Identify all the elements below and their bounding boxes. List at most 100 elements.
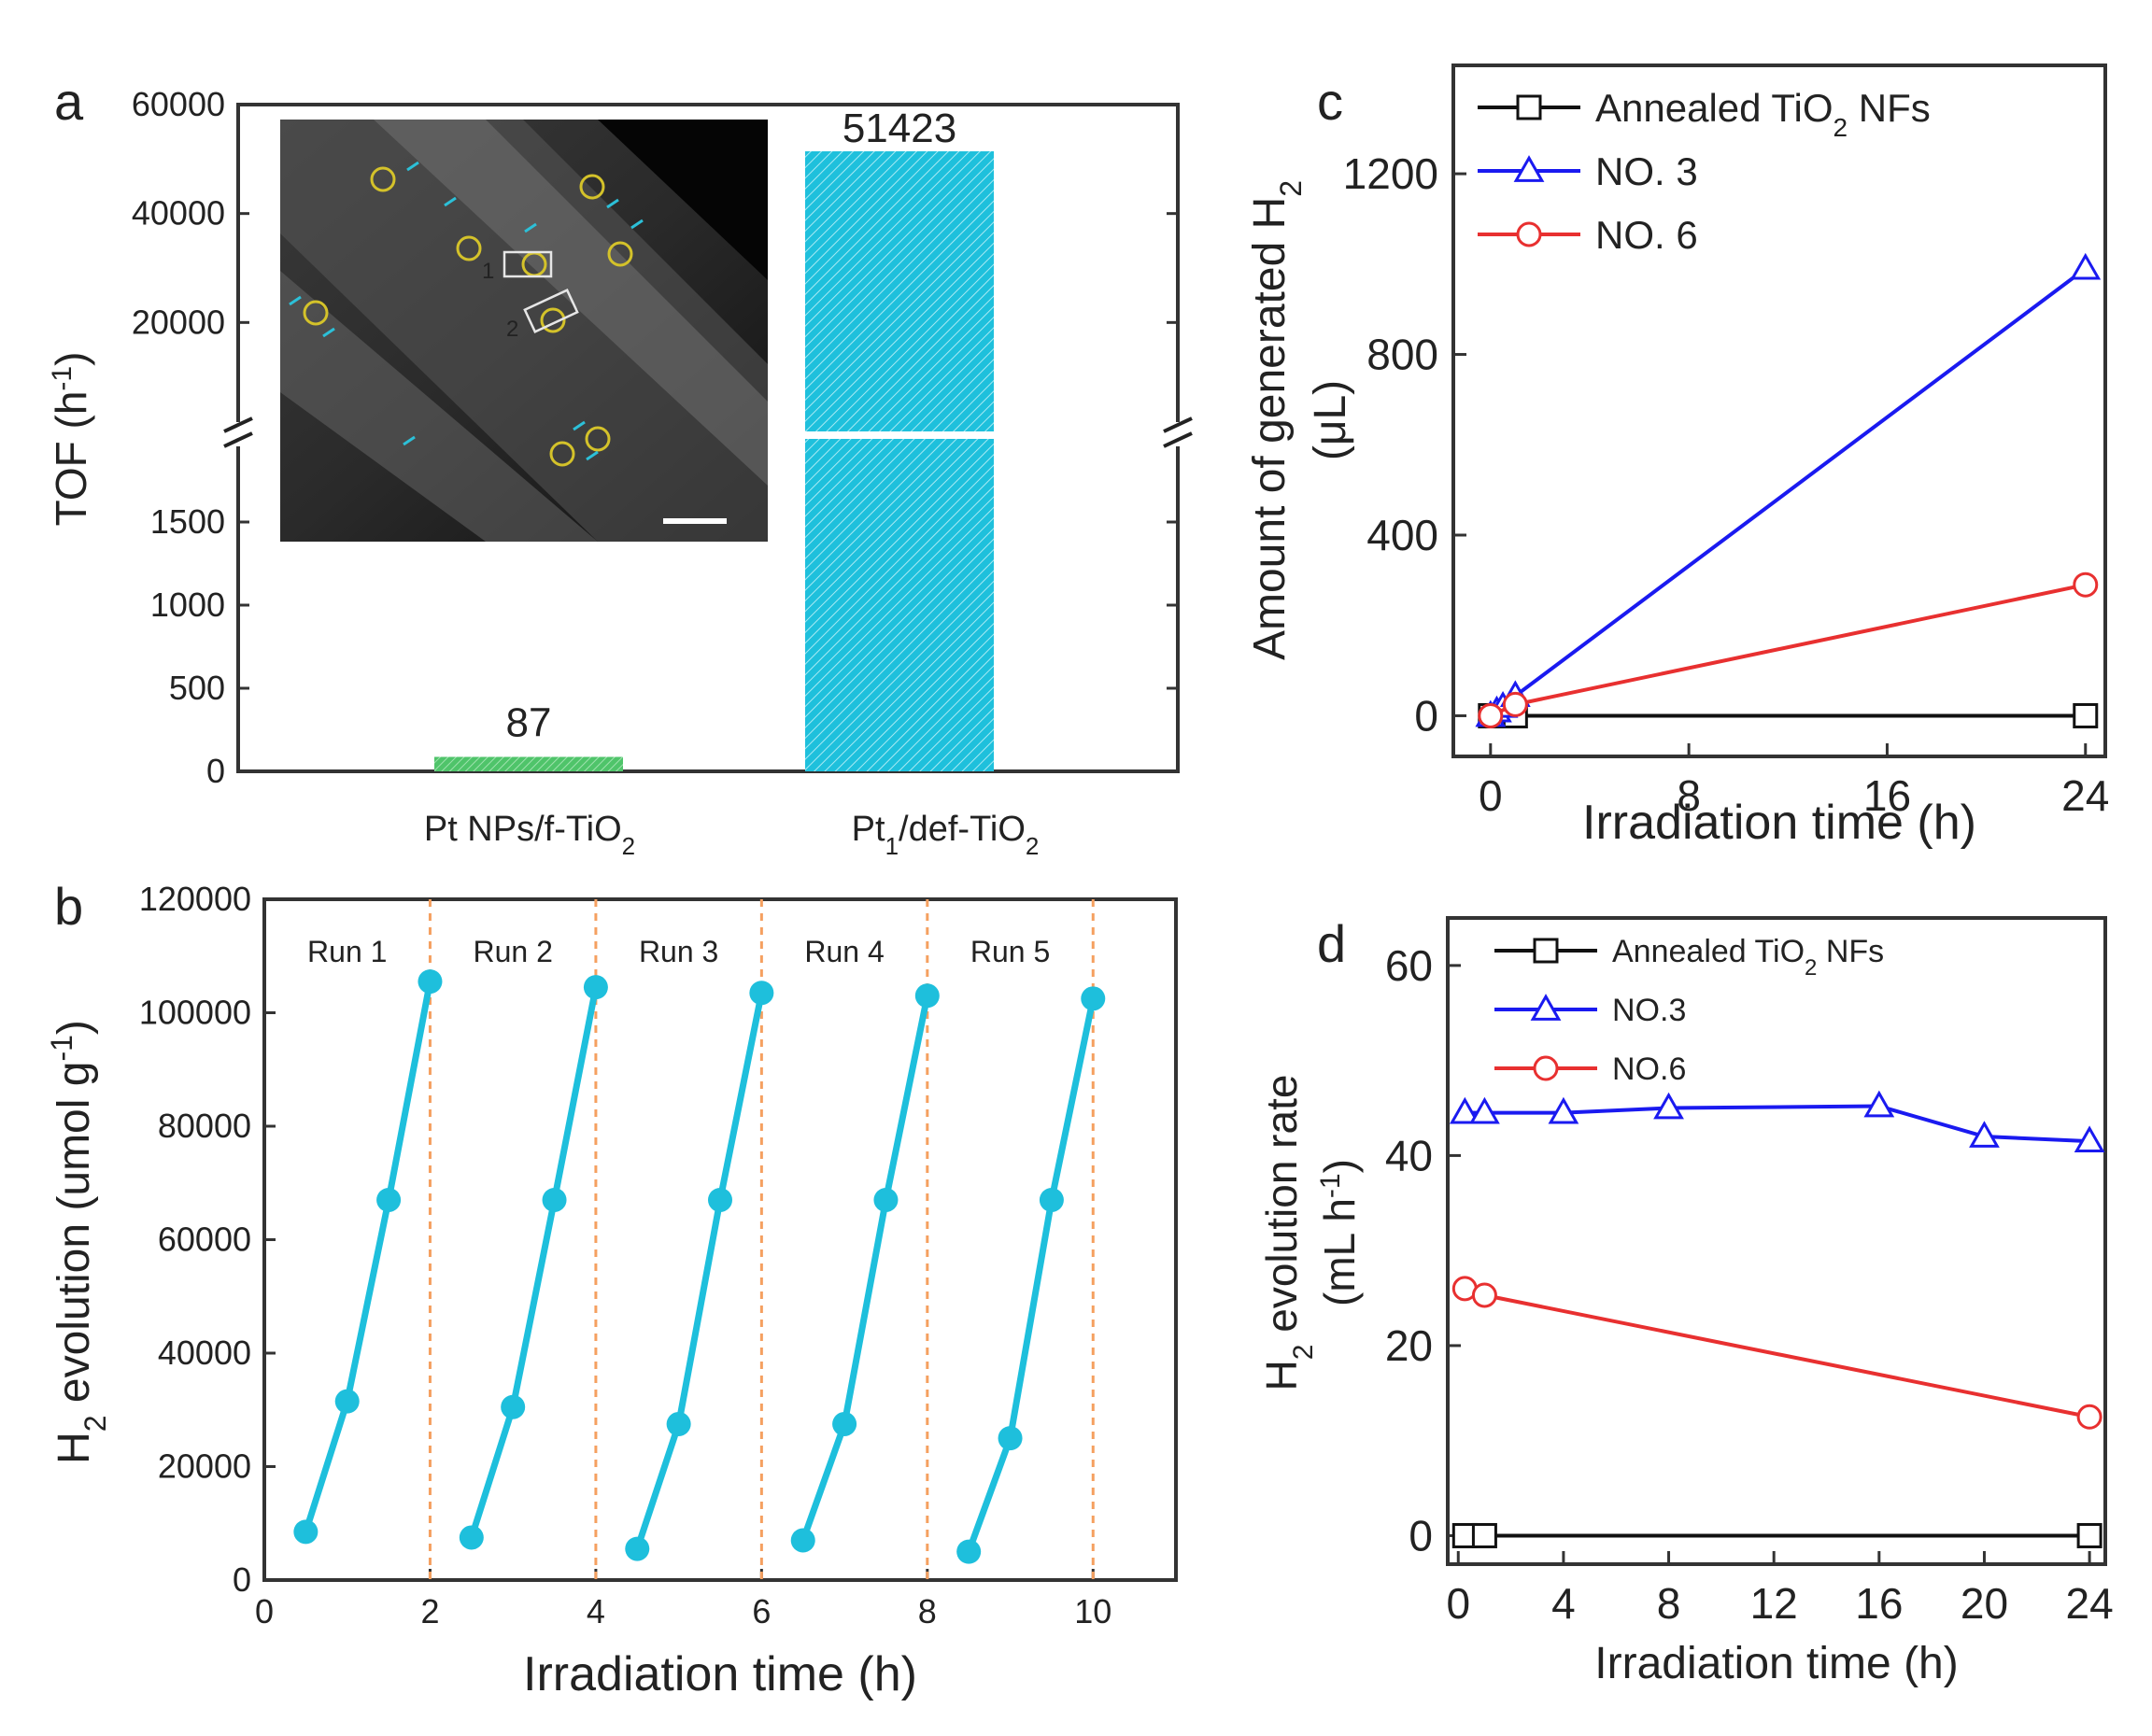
panel-a-y-ticks: 0 500 1000 1500 20000 40000 60000 xyxy=(132,85,1178,790)
y-tick-label: 100000 xyxy=(139,994,251,1032)
x-tick-label: 4 xyxy=(587,1592,605,1630)
marker-circle xyxy=(1533,1055,1559,1081)
svg-text:(μL): (μL) xyxy=(1306,380,1355,460)
y-tick-label: 0 xyxy=(233,1560,251,1599)
panel-a-y-axis-label: TOF (h-1) xyxy=(47,352,96,527)
panel-c-x-axis-label: Irradiation time (h) xyxy=(1582,796,1976,850)
data-point xyxy=(334,1389,360,1414)
inset-micrograph: 1 2 xyxy=(280,120,768,542)
marker-triangle xyxy=(2070,252,2102,280)
marker-triangle xyxy=(1653,1092,1684,1120)
panel-b-letter: b xyxy=(54,877,83,936)
x-tick-label: 4 xyxy=(1551,1579,1576,1628)
legend-label: NO. 3 xyxy=(1595,149,1698,193)
y-tick-label: 500 xyxy=(169,669,225,707)
panel-c-frame xyxy=(1451,64,2107,758)
marker-square xyxy=(2073,702,2099,728)
bar-pt1-upper xyxy=(805,151,994,431)
y-tick-label: 800 xyxy=(1366,331,1438,379)
panel-a-letter: a xyxy=(54,72,84,131)
y-tick-label: 20000 xyxy=(158,1447,251,1486)
y-tick-label: 60 xyxy=(1385,941,1433,990)
y-tick-label: 20000 xyxy=(132,303,225,341)
marker-triangle xyxy=(1469,1096,1500,1124)
y-tick-label: 20 xyxy=(1385,1321,1433,1370)
y-tick-label: 1500 xyxy=(150,502,225,541)
y-tick-label: 40000 xyxy=(132,194,225,233)
series-line xyxy=(965,997,1097,1553)
x-tick-label: 8 xyxy=(1677,771,1701,820)
legend-label: NO. 6 xyxy=(1595,213,1698,257)
data-point xyxy=(293,1519,319,1545)
data-point xyxy=(542,1187,567,1212)
data-point xyxy=(832,1411,857,1436)
panel-c-y-axis-label: Amount of generated H2 (μL) xyxy=(1245,180,1355,660)
axis-break-left-mark xyxy=(223,416,253,448)
inset-label-1: 1 xyxy=(482,259,494,284)
panel-c: c 0 8 16 24 0 400 800 1200 Annealed TiO2 NFs NO.… xyxy=(1245,64,2110,850)
x-tick-label: 12 xyxy=(1750,1579,1798,1628)
data-point xyxy=(914,983,940,1009)
y-tick-label: 80000 xyxy=(158,1107,251,1145)
run-label: Run 3 xyxy=(639,935,718,968)
marker-square xyxy=(1471,1522,1497,1548)
category-label-pt1: Pt1/def-TiO2 xyxy=(852,810,1040,860)
panel-c-letter: c xyxy=(1317,72,1343,131)
marker-square xyxy=(2076,1522,2102,1548)
data-point xyxy=(873,1187,899,1212)
panel-c-legend: Annealed TiO2 NFs NO. 3 NO. 6 xyxy=(1478,86,1931,257)
marker-circle xyxy=(1516,221,1542,247)
y-tick-label: 0 xyxy=(1414,691,1438,740)
marker-triangle xyxy=(1548,1096,1579,1124)
panel-d-y-axis-label: H2 evolution rate (mL h-1) xyxy=(1257,1075,1364,1391)
y-tick-label: 40000 xyxy=(158,1334,251,1372)
panel-d-frame xyxy=(1446,916,2107,1566)
panel-b-plot: Run 1 Run 2 Run 3 Run 4 Run 5 xyxy=(293,899,1106,1580)
data-point xyxy=(956,1539,982,1564)
marker-triangle xyxy=(2074,1125,2105,1152)
panel-d-axes: 0 4 8 12 16 20 24 0 20 40 60 xyxy=(1385,941,2114,1628)
legend-label: NO.3 xyxy=(1612,993,1686,1028)
run-label: Run 2 xyxy=(473,935,552,968)
marker-triangle xyxy=(1969,1121,2000,1148)
x-tick-label: 24 xyxy=(2066,1579,2114,1628)
panel-b-x-axis-label: Irradiation time (h) xyxy=(523,1647,917,1701)
data-point xyxy=(459,1525,484,1550)
x-tick-label: 16 xyxy=(1863,771,1911,820)
axis-break-right-mark xyxy=(1163,416,1193,448)
panel-d-x-axis-label: Irradiation time (h) xyxy=(1594,1639,1958,1688)
data-point xyxy=(376,1187,402,1212)
svg-text:H2 evolution rate: H2 evolution rate xyxy=(1257,1075,1319,1391)
inset-boxes xyxy=(503,250,579,334)
panel-b: b 0 2 4 6 8 10 0 20000 40000 60000 80000 100000 1200… xyxy=(45,877,1178,1701)
data-point xyxy=(583,975,608,1000)
y-tick-label: 400 xyxy=(1366,511,1438,559)
panel-d-legend: Annealed TiO2 NFs NO.3 NO.6 xyxy=(1494,934,1884,1087)
bar-value-label-87: 87 xyxy=(506,700,552,746)
inset-scale-bar xyxy=(663,518,727,524)
series-line xyxy=(633,992,765,1550)
svg-text:(mL h-1): (mL h-1) xyxy=(1315,1159,1365,1306)
data-point xyxy=(998,1426,1023,1451)
panel-b-axes: 0 2 4 6 8 10 0 20000 40000 60000 80000 100000 120000 xyxy=(139,880,1111,1630)
panel-c-axes: 0 8 16 24 0 400 800 1200 xyxy=(1343,149,2110,820)
data-point xyxy=(1039,1187,1064,1212)
data-point xyxy=(749,981,774,1006)
marker-circle xyxy=(2076,1404,2102,1430)
y-tick-label: 1000 xyxy=(150,586,225,624)
x-tick-label: 24 xyxy=(2061,771,2109,820)
x-tick-label: 16 xyxy=(1855,1579,1903,1628)
bar-pt1-lower xyxy=(805,439,994,771)
y-tick-label: 120000 xyxy=(139,880,251,918)
legend-label: Annealed TiO2 NFs xyxy=(1612,934,1884,981)
panel-d-plot xyxy=(1449,1090,2105,1548)
inset-label-2: 2 xyxy=(506,317,518,342)
panel-b-frame xyxy=(262,897,1178,1582)
x-tick-label: 0 xyxy=(1479,771,1503,820)
panel-d: d 0 4 8 12 16 20 24 0 20 40 60 Annealed TiO2 NFs NO… xyxy=(1257,914,2114,1688)
inset-markers xyxy=(289,161,644,461)
series-line xyxy=(1464,1286,2090,1419)
bar-pt-nps xyxy=(434,756,623,771)
legend-label: NO.6 xyxy=(1612,1051,1686,1087)
y-tick-label: 60000 xyxy=(132,85,225,123)
